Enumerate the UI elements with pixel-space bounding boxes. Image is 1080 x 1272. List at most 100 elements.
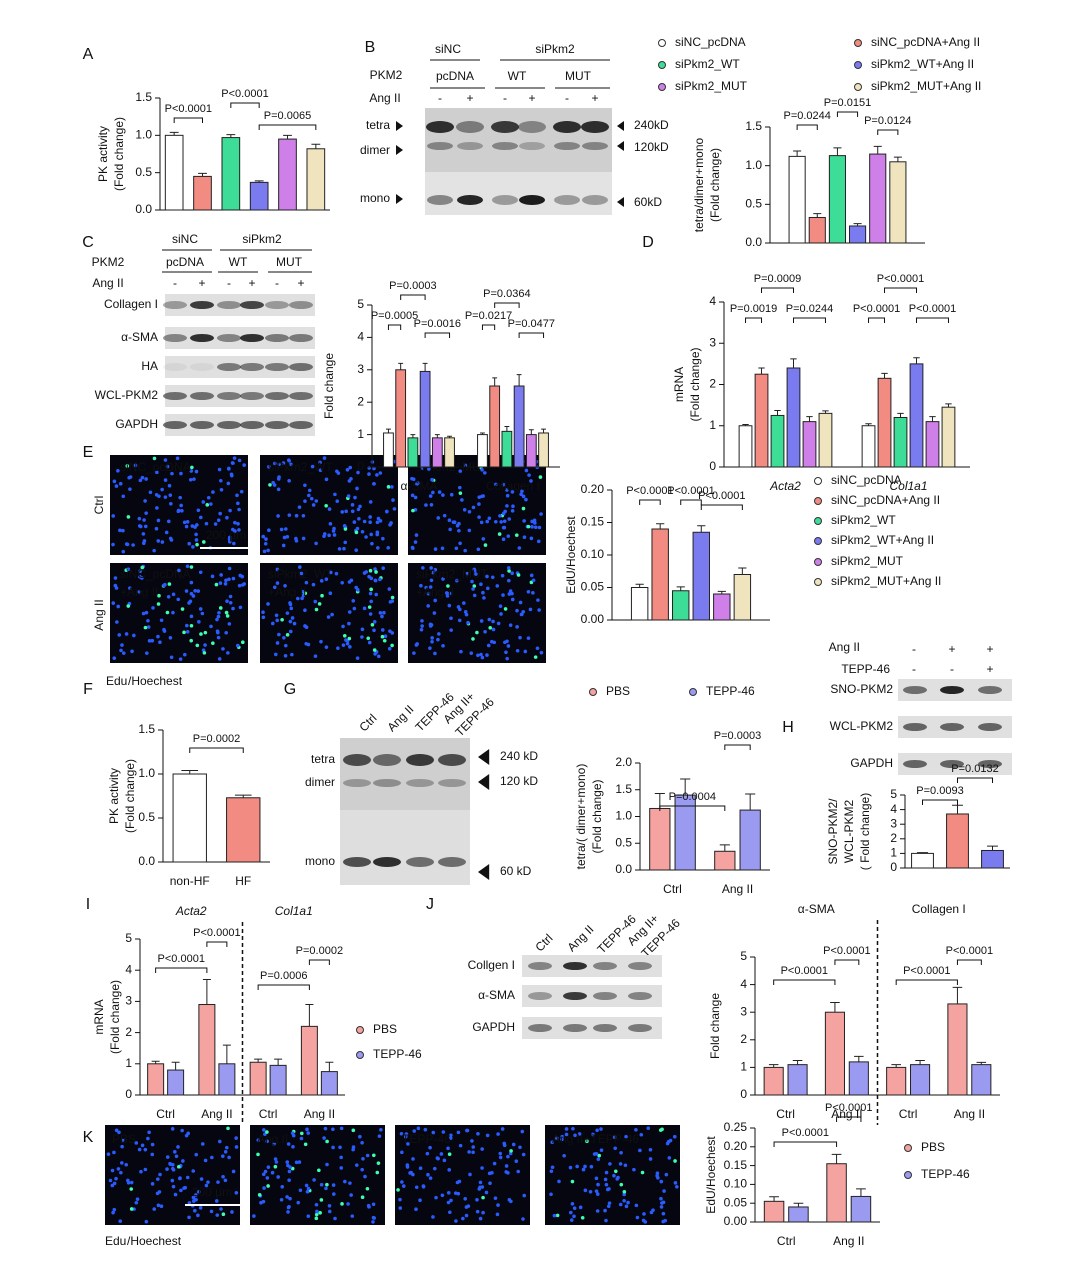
nucleus: [267, 464, 271, 469]
nucleus: [204, 521, 209, 526]
annotation: P=0.0124: [864, 115, 911, 127]
nucleus: [129, 1187, 134, 1191]
band: [190, 392, 214, 400]
band: [528, 1024, 552, 1032]
annotation: P=0.0093: [916, 785, 963, 797]
arrow: [617, 141, 624, 151]
nucleus: [415, 481, 420, 486]
nucleus: [277, 462, 281, 467]
nucleus: [157, 1190, 162, 1194]
nucleus: [672, 1134, 677, 1139]
nucleus: [228, 508, 232, 513]
image-label: +Ang II: [120, 585, 158, 599]
nucleus: [140, 475, 145, 480]
nucleus: [191, 1195, 196, 1200]
y-tick-label: 0.05: [581, 580, 605, 594]
nucleus: [303, 608, 307, 613]
nucleus: [286, 1205, 291, 1210]
nucleus: [476, 1131, 480, 1136]
nucleus: [659, 1205, 664, 1209]
nucleus: [508, 623, 513, 627]
error-bar: [676, 586, 685, 591]
nucleus: [184, 589, 189, 593]
nucleus: [460, 498, 464, 502]
nucleus: [117, 633, 122, 637]
nucleus: [301, 513, 306, 518]
nucleus: [521, 506, 526, 511]
bracket: [868, 317, 886, 323]
nucleus: [429, 578, 434, 583]
y-tick-label: 0: [125, 1087, 132, 1101]
nucleus: [456, 605, 461, 609]
nucleus: [169, 501, 173, 506]
nucleus: [446, 1146, 450, 1151]
band: [240, 363, 264, 371]
nucleus: [390, 643, 394, 648]
x-tick-label: non-HF: [170, 874, 210, 888]
nucleus: [433, 547, 438, 551]
error-bar: [806, 416, 813, 422]
bracket: [257, 984, 310, 990]
nucleus: [339, 1166, 344, 1170]
nucleus: [479, 582, 483, 587]
bar: [477, 434, 488, 468]
legend-marker: [689, 688, 697, 696]
error-bar: [917, 852, 928, 854]
nucleus: [477, 502, 481, 506]
bar: [538, 432, 549, 468]
nucleus: [433, 651, 437, 656]
section-title: Col1a1: [275, 904, 313, 918]
error-bar: [813, 213, 822, 218]
error-bar: [745, 793, 756, 811]
nucleus: [126, 567, 131, 572]
nucleus: [160, 540, 165, 544]
nucleus: [485, 1133, 490, 1138]
nucleus: [381, 566, 386, 570]
nucleus: [526, 524, 531, 529]
nucleus: [488, 626, 493, 630]
nucleus: [115, 620, 119, 624]
nucleus: [336, 471, 341, 475]
nucleus: [347, 479, 352, 483]
nucleus: [355, 486, 359, 491]
nucleus: [296, 596, 300, 601]
bracket: [680, 499, 702, 505]
bracket: [877, 129, 899, 135]
nucleus: [201, 648, 206, 652]
nucleus: [659, 1179, 664, 1184]
bracket: [792, 317, 826, 323]
band: [427, 142, 453, 150]
error-bar: [873, 145, 882, 155]
nucleus: [378, 611, 383, 615]
nucleus: [585, 1139, 589, 1144]
nucleus: [358, 504, 362, 509]
nucleus: [185, 520, 190, 524]
nucleus: [498, 604, 503, 608]
nucleus: [615, 1177, 620, 1181]
nucleus: [626, 1200, 630, 1205]
nucleus: [178, 1176, 182, 1180]
nucleus: [472, 568, 477, 573]
nucleus: [428, 1176, 433, 1180]
nucleus: [150, 1152, 155, 1157]
nucleus: [502, 519, 507, 524]
nucleus: [490, 575, 495, 580]
nucleus: [588, 1189, 593, 1194]
blot: [340, 810, 470, 885]
nucleus: [261, 534, 266, 539]
nucleus: [352, 606, 357, 611]
band: [903, 686, 927, 694]
nucleus: [389, 521, 393, 525]
nucleus: [348, 1181, 352, 1185]
nucleus: [371, 1202, 376, 1207]
bracket: [773, 1141, 838, 1147]
nucleus: [461, 1216, 465, 1221]
nucleus: [156, 518, 161, 523]
nucleus: [604, 1170, 609, 1175]
nucleus: [226, 1126, 230, 1131]
annotation: P=0.0003: [389, 280, 436, 292]
nucleus: [400, 1150, 404, 1155]
nucleus: [521, 494, 526, 499]
nucleus: [447, 591, 452, 596]
nucleus: [328, 522, 333, 526]
